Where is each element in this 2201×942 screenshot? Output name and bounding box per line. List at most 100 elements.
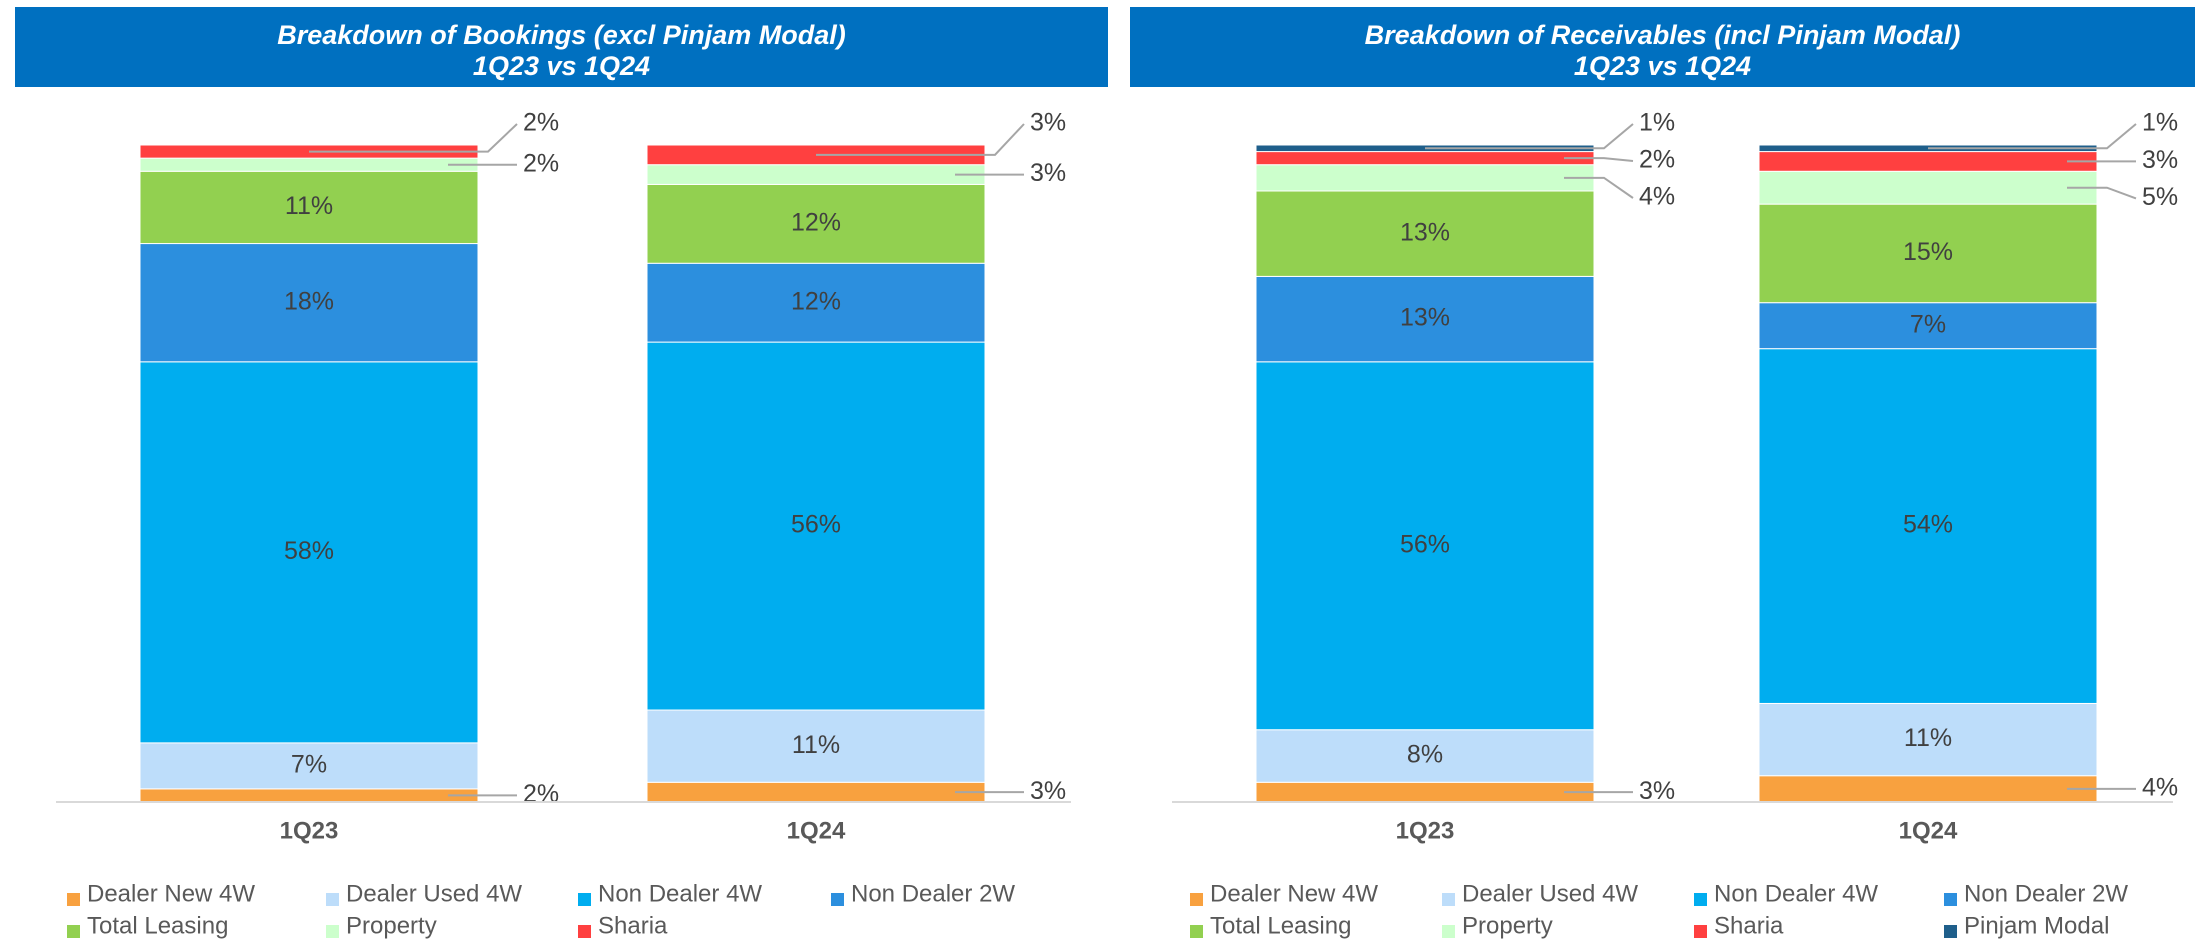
data-label: 4% xyxy=(2142,773,2178,801)
data-label: 3% xyxy=(1639,777,1675,805)
data-label: 18% xyxy=(284,287,334,315)
legend-swatch xyxy=(831,893,844,906)
data-label: 58% xyxy=(284,537,334,565)
bar-segment xyxy=(1758,702,2098,777)
data-label: 12% xyxy=(791,287,841,315)
legend-swatch xyxy=(1442,925,1455,938)
chart-subtitle: 1Q23 vs 1Q24 xyxy=(473,51,650,81)
legend-swatch xyxy=(326,925,339,938)
x-tick-label: 1Q24 xyxy=(1899,817,1958,844)
data-label: 56% xyxy=(1400,530,1450,558)
legend-swatch xyxy=(578,893,591,906)
x-tick-label: 1Q23 xyxy=(1396,817,1455,844)
chart-title: Breakdown of Receivables (incl Pinjam Mo… xyxy=(1365,20,1961,50)
leader-line xyxy=(1564,176,1634,199)
data-label: 1% xyxy=(1639,109,1675,137)
bar-segment xyxy=(646,164,986,185)
legend-label: Non Dealer 4W xyxy=(598,880,762,907)
legend-swatch xyxy=(326,893,339,906)
legend-label: Non Dealer 2W xyxy=(1964,880,2128,907)
bar-segment xyxy=(139,742,479,790)
bar-segment xyxy=(1758,170,2098,205)
bar-segment xyxy=(139,243,479,363)
bar-segment xyxy=(1255,164,1595,192)
legend-swatch xyxy=(1944,925,1957,938)
bar-segment xyxy=(139,170,479,245)
data-label: 2% xyxy=(1639,146,1675,174)
data-label: 3% xyxy=(1030,159,1066,187)
legend-swatch xyxy=(1190,925,1203,938)
leader-line xyxy=(1425,123,1634,150)
data-label: 2% xyxy=(523,149,559,177)
legend-swatch xyxy=(1694,925,1707,938)
data-label: 11% xyxy=(285,192,333,220)
bar-segment xyxy=(646,183,986,264)
data-label: 3% xyxy=(2142,146,2178,174)
data-label: 56% xyxy=(791,511,841,539)
bar-segment xyxy=(646,709,986,783)
chart-subtitle: 1Q23 vs 1Q24 xyxy=(1574,51,1751,81)
legend-swatch xyxy=(1944,893,1957,906)
legend-label: Dealer Used 4W xyxy=(346,880,522,907)
data-label: 13% xyxy=(1400,218,1450,246)
chart-header xyxy=(15,7,1108,87)
data-label: 11% xyxy=(1904,724,1952,752)
data-label: 11% xyxy=(792,731,840,759)
leader-line xyxy=(1564,157,1634,162)
legend-swatch xyxy=(578,925,591,938)
data-label: 4% xyxy=(1639,183,1675,211)
data-label: 2% xyxy=(523,109,559,137)
legend-label: Non Dealer 4W xyxy=(1714,880,1878,907)
leader-line xyxy=(309,123,518,153)
data-label: 3% xyxy=(1030,777,1066,805)
bar-segment xyxy=(139,157,479,172)
legend-label: Sharia xyxy=(598,912,668,939)
legend-label: Pinjam Modal xyxy=(1964,912,2109,939)
legend-swatch xyxy=(1442,893,1455,906)
legend-label: Property xyxy=(1462,912,1553,939)
bar-segment xyxy=(1255,781,1595,803)
legend-label: Total Leasing xyxy=(87,912,228,939)
bar-segment xyxy=(646,781,986,803)
bar-segment xyxy=(1255,361,1595,731)
x-tick-label: 1Q24 xyxy=(787,817,846,844)
legend-label: Property xyxy=(346,912,437,939)
legend-label: Total Leasing xyxy=(1210,912,1351,939)
legend-label: Dealer Used 4W xyxy=(1462,880,1638,907)
leader-line xyxy=(1928,123,2137,150)
bar-segment xyxy=(1758,151,2098,172)
x-tick-label: 1Q23 xyxy=(280,817,339,844)
data-label: 15% xyxy=(1903,238,1953,266)
bar-segment xyxy=(1255,190,1595,277)
legend-label: Sharia xyxy=(1714,912,1784,939)
bar-segment xyxy=(1758,302,2098,350)
leader-line xyxy=(816,123,1025,156)
data-label: 54% xyxy=(1903,511,1953,539)
legend-swatch xyxy=(67,893,80,906)
data-label: 12% xyxy=(791,208,841,236)
data-label: 8% xyxy=(1407,741,1443,769)
bar-segment xyxy=(139,788,479,803)
data-label: 13% xyxy=(1400,304,1450,332)
data-label: 3% xyxy=(1030,109,1066,137)
legend-label: Dealer New 4W xyxy=(1210,880,1378,907)
data-label: 7% xyxy=(291,750,327,778)
legend-label: Non Dealer 2W xyxy=(851,880,1015,907)
leader-line xyxy=(2067,186,2137,200)
legend-swatch xyxy=(1694,893,1707,906)
bar-segment xyxy=(1255,729,1595,783)
chart-title: Breakdown of Bookings (excl Pinjam Modal… xyxy=(277,20,846,50)
bar-segment xyxy=(1255,275,1595,363)
bar-segment xyxy=(1255,151,1595,166)
bar-segment xyxy=(646,341,986,711)
bar-segment xyxy=(1758,775,2098,803)
data-label: 1% xyxy=(2142,109,2178,137)
legend-swatch xyxy=(1190,893,1203,906)
legend-swatch xyxy=(67,925,80,938)
legend-label: Dealer New 4W xyxy=(87,880,255,907)
bar-segment xyxy=(1758,203,2098,304)
data-label: 2% xyxy=(523,780,559,808)
bar-segment xyxy=(1758,348,2098,704)
data-label: 7% xyxy=(1910,310,1946,338)
